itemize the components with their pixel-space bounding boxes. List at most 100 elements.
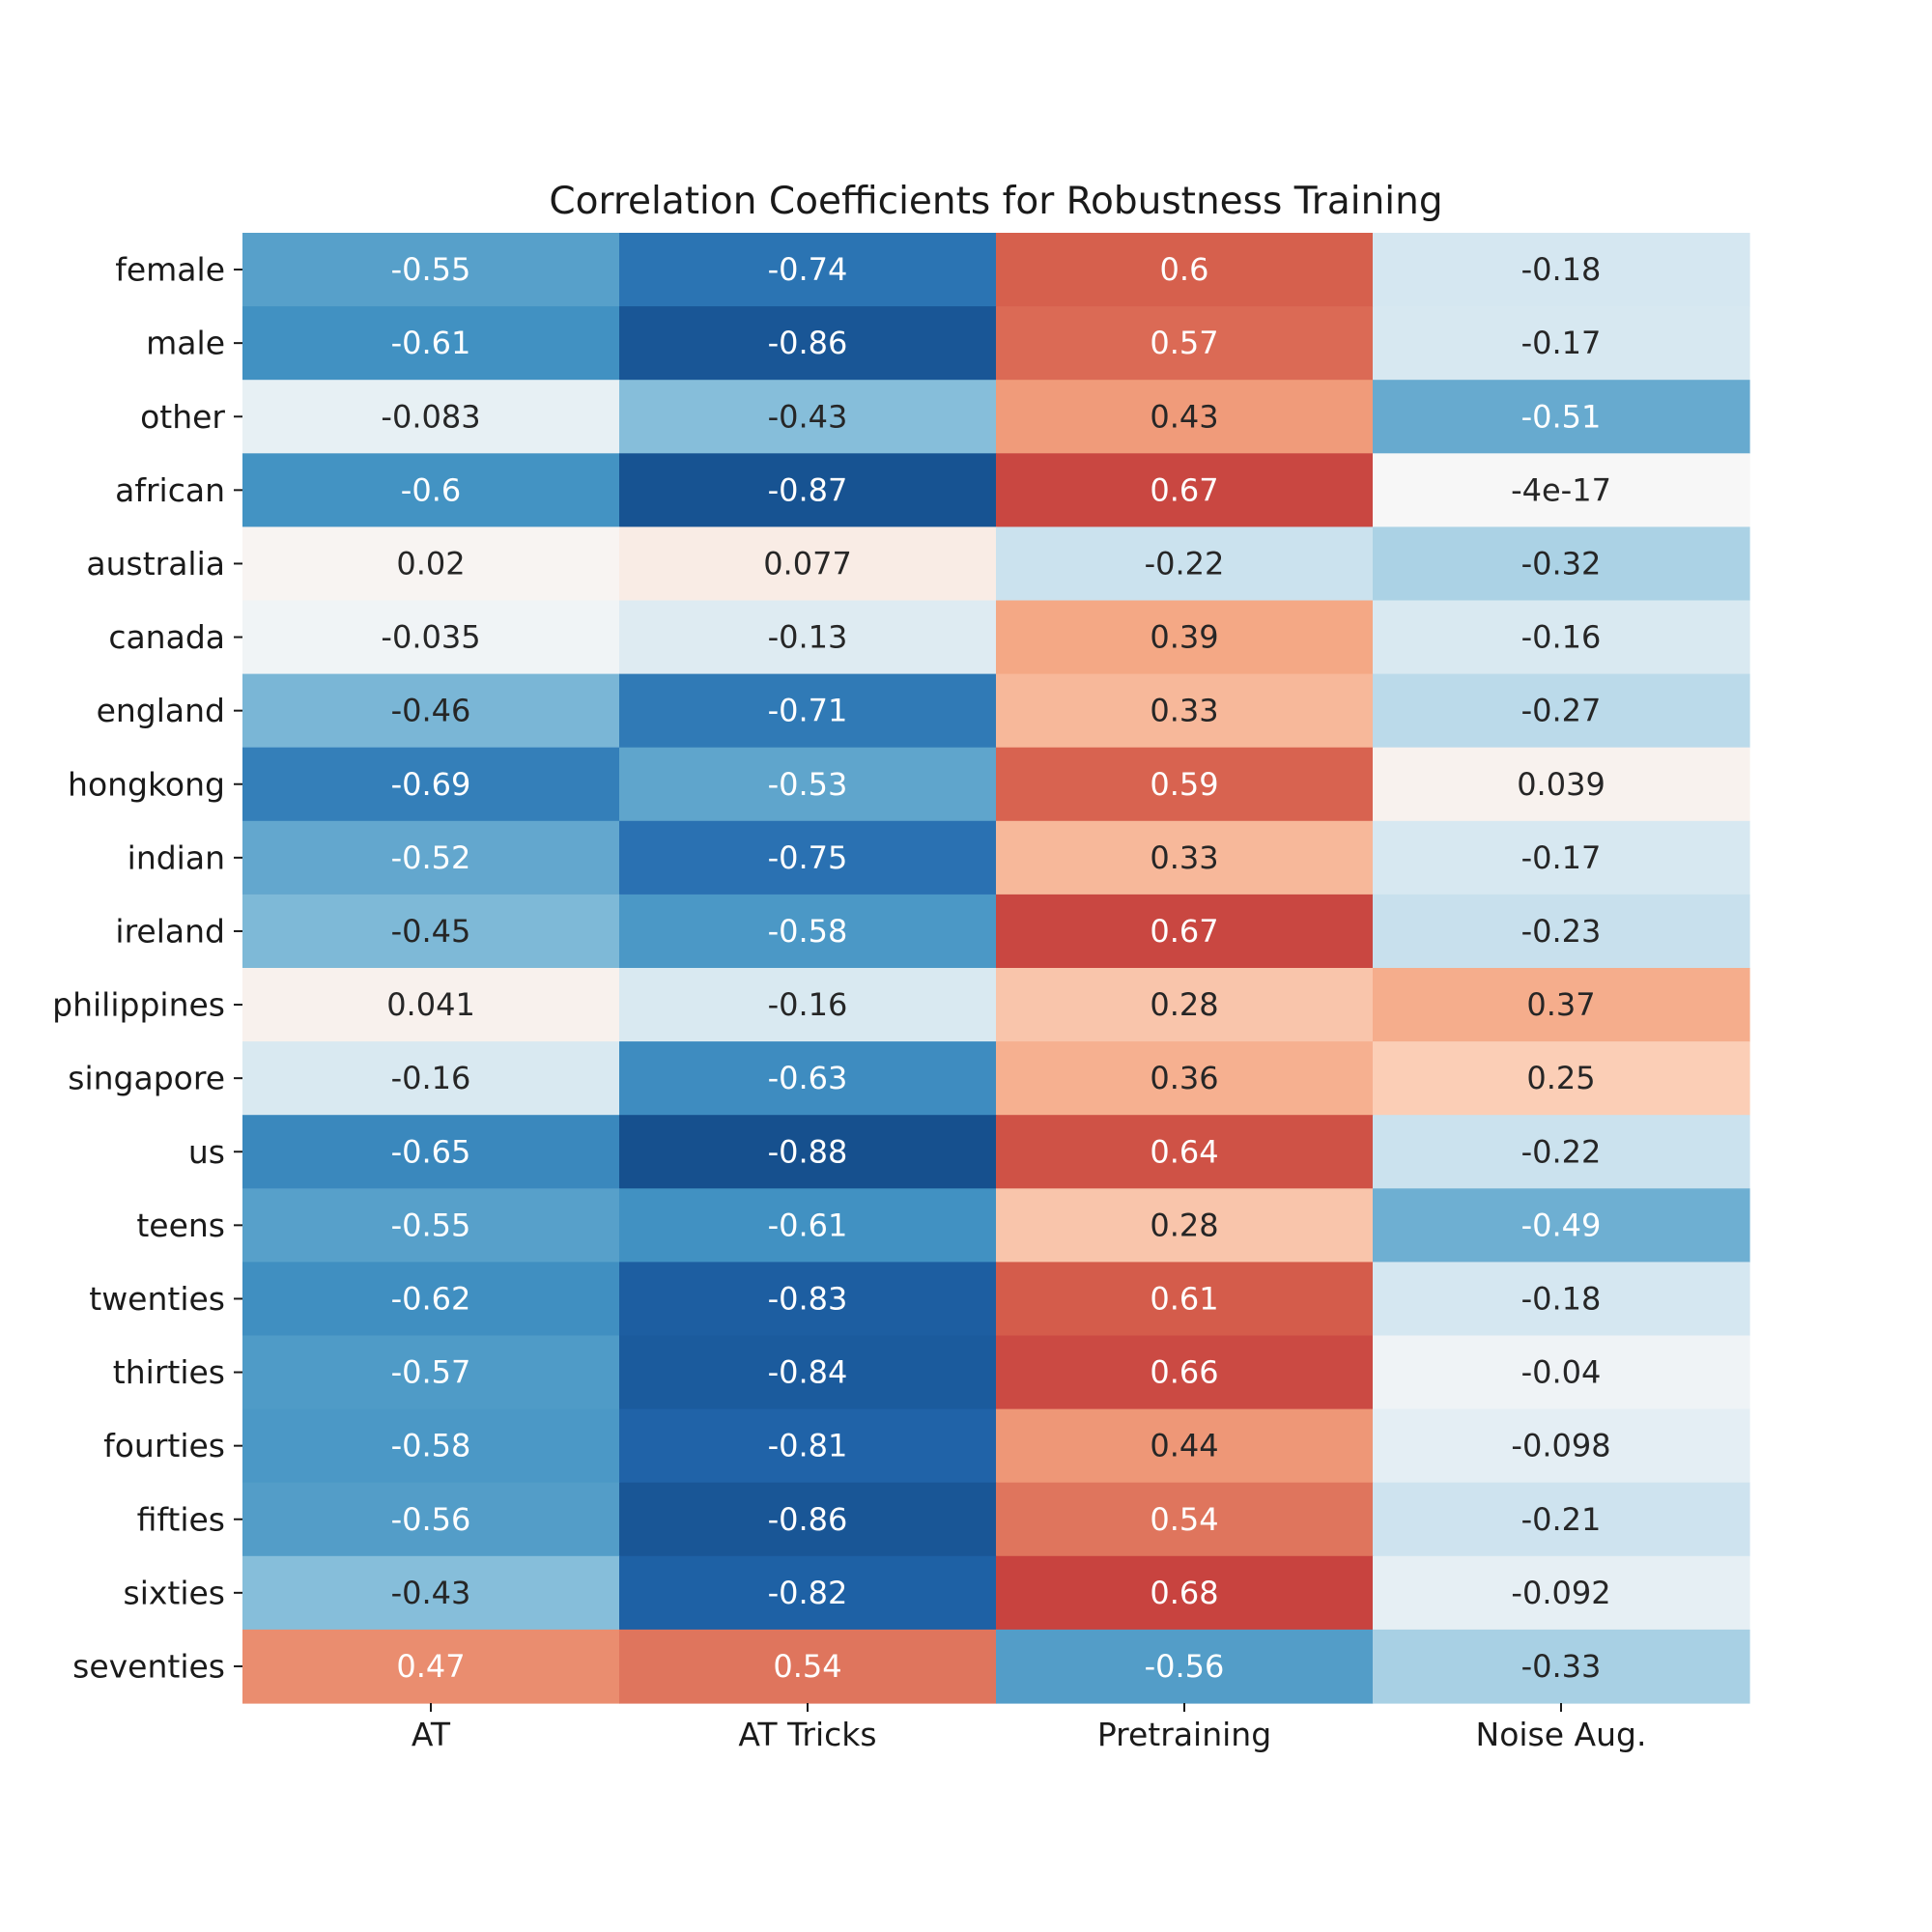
cell-value-teens-pretraining: 0.28: [1150, 1207, 1218, 1243]
cell-value-thirties-at-tricks: -0.84: [768, 1354, 848, 1391]
heatmap-cell-canada-pretraining: [996, 600, 1374, 675]
heatmap-cell-us-at: [242, 1115, 620, 1189]
cell-value-philippines-noise-aug: 0.37: [1526, 986, 1595, 1023]
cell-value-fifties-pretraining: 0.54: [1150, 1501, 1218, 1538]
cell-value-fourties-at-tricks: -0.81: [768, 1428, 848, 1464]
heatmap-cell-seventies-noise-aug: [1373, 1629, 1750, 1704]
y-tick-label-england: england: [97, 692, 225, 729]
heatmap-cell-sixties-pretraining: [996, 1555, 1374, 1631]
heatmap-cell-fourties-at: [242, 1408, 620, 1484]
heatmap-cell-other-noise-aug: [1373, 380, 1750, 454]
y-tick-label-hongkong: hongkong: [68, 765, 225, 803]
heatmap-cell-fourties-noise-aug: [1373, 1408, 1750, 1484]
cell-value-sixties-at-tricks: -0.82: [768, 1575, 848, 1611]
heatmap-cell-teens-at-tricks: [619, 1188, 997, 1263]
heatmap-cell-female-noise-aug: [1373, 233, 1750, 307]
y-tick-label-fifties: fifties: [137, 1500, 225, 1538]
heatmap-cell-ireland-at: [242, 894, 620, 969]
cell-value-philippines-at: 0.041: [386, 986, 475, 1023]
cell-value-african-at: -0.6: [401, 471, 461, 508]
cell-value-philippines-pretraining: 0.28: [1150, 986, 1218, 1023]
x-tick-label-pretraining: Pretraining: [1097, 1716, 1271, 1753]
heatmap-cell-thirties-at: [242, 1335, 620, 1410]
y-tick-label-seventies: seventies: [72, 1647, 225, 1685]
cell-value-singapore-at-tricks: -0.63: [768, 1060, 848, 1096]
cell-value-ireland-noise-aug: -0.23: [1521, 913, 1602, 950]
cell-value-hongkong-at-tricks: -0.53: [768, 766, 848, 803]
cell-value-twenties-pretraining: 0.61: [1150, 1280, 1218, 1317]
heatmap-cell-sixties-noise-aug: [1373, 1555, 1750, 1631]
heatmap-cell-singapore-at-tricks: [619, 1041, 997, 1116]
heatmap-cell-male-at: [242, 306, 620, 381]
heatmap-cell-england-at: [242, 673, 620, 749]
y-axis: female male other african australia canada eng…: [52, 251, 242, 1685]
heatmap-cell-canada-at-tricks: [619, 600, 997, 675]
heatmap-cell-singapore-pretraining: [996, 1041, 1374, 1116]
heatmap-cell-thirties-noise-aug: [1373, 1335, 1750, 1410]
cell-value-canada-pretraining: 0.39: [1150, 619, 1218, 656]
cell-value-african-noise-aug: -4e-17: [1511, 471, 1611, 508]
heatmap-cell-us-noise-aug: [1373, 1115, 1750, 1189]
cell-value-hongkong-at: -0.69: [391, 766, 471, 803]
heatmap-cell-ireland-pretraining: [996, 894, 1374, 969]
y-tick-label-ireland: ireland: [115, 912, 225, 950]
heatmap-cell-indian-at: [242, 820, 620, 895]
cell-value-thirties-noise-aug: -0.04: [1521, 1354, 1602, 1391]
heatmap-cell-hongkong-noise-aug: [1373, 747, 1750, 822]
heatmap-cell-female-at-tricks: [619, 233, 997, 307]
cell-value-other-noise-aug: -0.51: [1521, 398, 1602, 435]
cell-value-england-at-tricks: -0.71: [768, 693, 848, 729]
cell-value-indian-at-tricks: -0.75: [768, 839, 848, 876]
heatmap-cell-fifties-pretraining: [996, 1482, 1374, 1557]
heatmap-cell-female-pretraining: [996, 233, 1374, 307]
cell-value-us-noise-aug: -0.22: [1521, 1133, 1602, 1170]
heatmap-cell-twenties-at: [242, 1262, 620, 1337]
cell-value-female-noise-aug: -0.18: [1521, 251, 1602, 288]
cell-value-fifties-at-tricks: -0.86: [768, 1501, 848, 1538]
cell-value-ireland-at: -0.45: [391, 913, 471, 950]
cell-value-other-at-tricks: -0.43: [768, 398, 848, 435]
cell-value-seventies-at-tricks: 0.54: [773, 1648, 841, 1685]
cell-value-male-pretraining: 0.57: [1150, 325, 1218, 361]
heatmap-cell-female-at: [242, 233, 620, 307]
heatmap-cells: -0.55 -0.74 0.6 -0.18 -0.61 -0.86 0.57 -0.17 -0.…: [242, 233, 1750, 1704]
heatmap-cell-male-pretraining: [996, 306, 1374, 381]
heatmap-cell-other-pretraining: [996, 380, 1374, 454]
heatmap-cell-other-at-tricks: [619, 380, 997, 454]
chart-title: Correlation Coefficients for Robustness …: [549, 180, 1442, 223]
heatmap-cell-england-pretraining: [996, 673, 1374, 749]
heatmap-cell-male-noise-aug: [1373, 306, 1750, 381]
heatmap-cell-fourties-at-tricks: [619, 1408, 997, 1484]
cell-value-hongkong-pretraining: 0.59: [1150, 766, 1218, 803]
cell-value-canada-at: -0.035: [381, 619, 480, 656]
heatmap-cell-seventies-at-tricks: [619, 1629, 997, 1704]
cell-value-indian-pretraining: 0.33: [1150, 839, 1218, 876]
heatmap-cell-england-at-tricks: [619, 673, 997, 749]
cell-value-female-at: -0.55: [391, 251, 471, 288]
heatmap-cell-fifties-at-tricks: [619, 1482, 997, 1557]
cell-value-ireland-pretraining: 0.67: [1150, 913, 1218, 950]
cell-value-australia-pretraining: -0.22: [1145, 545, 1225, 582]
heatmap-cell-indian-at-tricks: [619, 820, 997, 895]
cell-value-teens-at: -0.55: [391, 1207, 471, 1243]
heatmap-cell-canada-noise-aug: [1373, 600, 1750, 675]
heatmap-cell-twenties-pretraining: [996, 1262, 1374, 1337]
cell-value-african-at-tricks: -0.87: [768, 471, 848, 508]
heatmap-cell-african-at: [242, 453, 620, 527]
cell-value-female-at-tricks: -0.74: [768, 251, 848, 288]
cell-value-thirties-at: -0.57: [391, 1354, 471, 1391]
heatmap-cell-philippines-noise-aug: [1373, 968, 1750, 1042]
x-tick-label-at: AT: [412, 1716, 451, 1753]
cell-value-philippines-at-tricks: -0.16: [768, 986, 848, 1023]
cell-value-twenties-noise-aug: -0.18: [1521, 1280, 1602, 1317]
heatmap-cell-thirties-pretraining: [996, 1335, 1374, 1410]
heatmap-cell-indian-pretraining: [996, 820, 1374, 895]
heatmap-cell-australia-noise-aug: [1373, 526, 1750, 602]
cell-value-england-at: -0.46: [391, 693, 471, 729]
cell-value-singapore-noise-aug: 0.25: [1526, 1060, 1595, 1096]
cell-value-australia-at-tricks: 0.077: [763, 545, 852, 582]
y-tick-label-singapore: singapore: [68, 1060, 225, 1097]
cell-value-us-pretraining: 0.64: [1150, 1133, 1218, 1170]
y-tick-label-canada: canada: [108, 618, 225, 656]
cell-value-fourties-at: -0.58: [391, 1428, 471, 1464]
